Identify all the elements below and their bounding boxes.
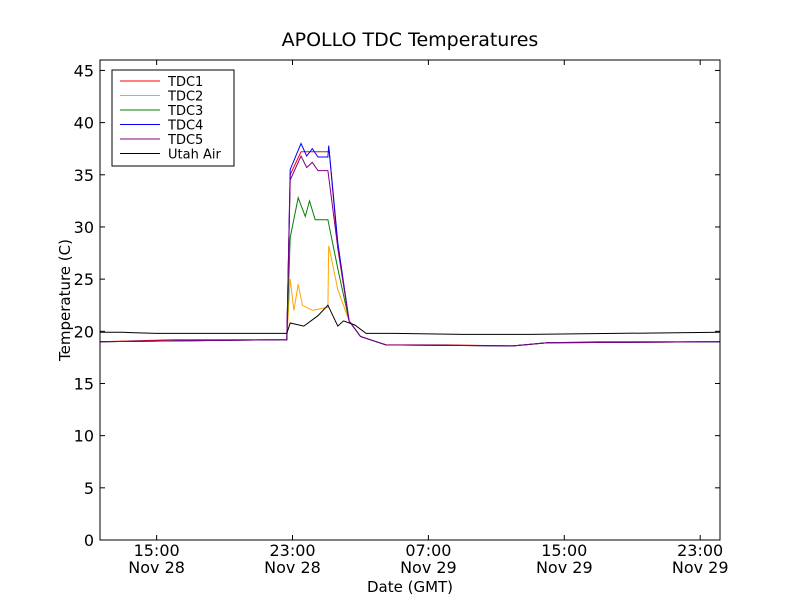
y-axis-label: Temperature (C) — [56, 239, 74, 362]
legend-box — [111, 69, 235, 167]
x-tick-label-time: 23:00 — [269, 541, 315, 560]
series-line-4 — [99, 154, 721, 347]
series-line-5 — [100, 304, 721, 335]
x-tick-label-time: 07:00 — [405, 541, 451, 560]
x-tick-label-time: 15:00 — [134, 541, 180, 560]
y-tick-label: 10 — [74, 427, 94, 446]
x-tick-label-time: 23:00 — [677, 541, 723, 560]
series-line-2 — [99, 195, 721, 347]
legend-label: TDC5 — [167, 133, 203, 148]
legend-label: Utah Air — [168, 148, 221, 163]
y-tick-label: 15 — [74, 374, 94, 393]
y-tick-label: 30 — [74, 218, 94, 237]
series-line-3 — [99, 142, 721, 347]
series-line-1 — [99, 245, 721, 347]
x-axis-label: Date (GMT) — [367, 578, 453, 596]
y-tick-label: 5 — [84, 479, 94, 498]
y-tick-label: 20 — [74, 322, 94, 341]
y-tick-label: 25 — [74, 270, 94, 289]
legend-label: TDC4 — [167, 119, 203, 134]
y-tick-label: 35 — [74, 166, 94, 185]
legend-label: TDC2 — [167, 90, 203, 105]
x-tick-label-date: Nov 28 — [264, 558, 321, 577]
plot-frame — [99, 59, 721, 541]
x-tick-label-date: Nov 29 — [672, 558, 729, 577]
y-tick-label: 40 — [74, 114, 94, 133]
y-axis: 0 5 10 15 20 25 30 35 40 45 — [74, 61, 720, 550]
x-tick-label-date: Nov 28 — [128, 558, 185, 577]
legend-label: TDC3 — [167, 104, 203, 119]
x-tick-label-time: 15:00 — [541, 541, 587, 560]
y-tick-label: 0 — [84, 531, 94, 550]
series-line-0 — [99, 151, 720, 347]
x-tick-label-date: Nov 29 — [536, 558, 593, 577]
legend-label: TDC1 — [167, 75, 203, 90]
chart-title: APOLLO TDC Temperatures — [282, 29, 539, 51]
series-layer — [99, 142, 721, 347]
x-tick-label-date: Nov 29 — [400, 558, 457, 577]
y-tick-label: 45 — [74, 61, 94, 80]
